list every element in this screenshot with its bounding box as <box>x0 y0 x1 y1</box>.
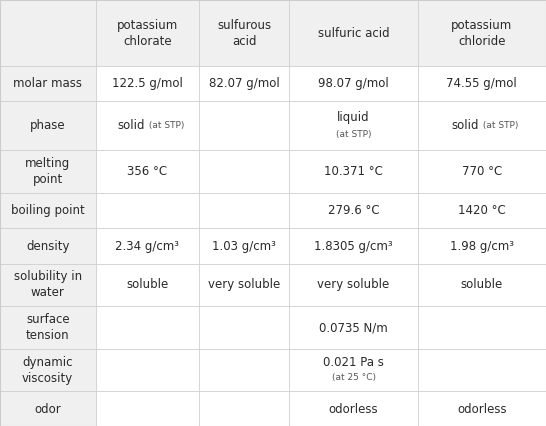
Text: phase: phase <box>30 119 66 132</box>
Text: molar mass: molar mass <box>13 77 82 90</box>
Bar <box>0 264 96 306</box>
Text: odorless: odorless <box>457 403 507 416</box>
Text: surface
tension: surface tension <box>26 313 69 342</box>
Text: 770 °C: 770 °C <box>462 165 502 178</box>
Text: liquid: liquid <box>337 111 370 124</box>
Bar <box>418 0 546 66</box>
Text: potassium
chlorate: potassium chlorate <box>117 18 178 48</box>
Bar <box>289 193 418 228</box>
Bar <box>0 306 96 349</box>
Bar <box>289 391 418 426</box>
Text: soluble: soluble <box>461 279 503 291</box>
Text: very soluble: very soluble <box>208 279 281 291</box>
Text: 0.021 Pa s: 0.021 Pa s <box>323 356 384 369</box>
Bar <box>289 0 418 66</box>
Bar <box>418 228 546 264</box>
Text: potassium
chloride: potassium chloride <box>451 18 513 48</box>
Text: solubility in
water: solubility in water <box>14 271 82 299</box>
Text: odor: odor <box>34 403 61 416</box>
Text: solid: solid <box>452 119 479 132</box>
Bar <box>96 101 199 150</box>
Bar <box>96 228 199 264</box>
Text: 10.371 °C: 10.371 °C <box>324 165 383 178</box>
Bar <box>199 391 289 426</box>
Bar <box>418 193 546 228</box>
Bar <box>418 349 546 391</box>
Bar <box>0 228 96 264</box>
Text: 122.5 g/mol: 122.5 g/mol <box>112 77 183 90</box>
Bar <box>418 101 546 150</box>
Bar <box>96 66 199 101</box>
Text: 0.0735 N/m: 0.0735 N/m <box>319 321 388 334</box>
Bar <box>199 150 289 193</box>
Bar <box>96 0 199 66</box>
Text: (at STP): (at STP) <box>146 121 184 130</box>
Bar <box>289 349 418 391</box>
Bar <box>199 349 289 391</box>
Bar <box>199 228 289 264</box>
Text: odorless: odorless <box>329 403 378 416</box>
Text: (at STP): (at STP) <box>480 121 519 130</box>
Bar <box>289 264 418 306</box>
Text: 1420 °C: 1420 °C <box>458 204 506 217</box>
Text: density: density <box>26 239 69 253</box>
Bar <box>96 306 199 349</box>
Bar <box>289 150 418 193</box>
Bar <box>0 150 96 193</box>
Text: 356 °C: 356 °C <box>127 165 168 178</box>
Text: 74.55 g/mol: 74.55 g/mol <box>447 77 517 90</box>
Bar <box>0 101 96 150</box>
Bar <box>199 101 289 150</box>
Text: 1.8305 g/cm³: 1.8305 g/cm³ <box>314 239 393 253</box>
Bar <box>0 193 96 228</box>
Text: 82.07 g/mol: 82.07 g/mol <box>209 77 280 90</box>
Text: melting
point: melting point <box>25 157 70 186</box>
Bar <box>96 193 199 228</box>
Bar <box>289 228 418 264</box>
Text: boiling point: boiling point <box>11 204 85 217</box>
Bar <box>0 349 96 391</box>
Text: 279.6 °C: 279.6 °C <box>328 204 379 217</box>
Text: solid: solid <box>117 119 145 132</box>
Text: 1.98 g/cm³: 1.98 g/cm³ <box>450 239 514 253</box>
Bar <box>418 150 546 193</box>
Bar <box>199 306 289 349</box>
Text: soluble: soluble <box>126 279 169 291</box>
Bar <box>96 150 199 193</box>
Text: sulfurous
acid: sulfurous acid <box>217 18 271 48</box>
Text: (at STP): (at STP) <box>336 130 371 139</box>
Bar <box>418 66 546 101</box>
Bar <box>0 66 96 101</box>
Bar <box>96 391 199 426</box>
Text: 2.34 g/cm³: 2.34 g/cm³ <box>115 239 180 253</box>
Bar <box>199 264 289 306</box>
Text: 98.07 g/mol: 98.07 g/mol <box>318 77 389 90</box>
Bar <box>289 66 418 101</box>
Text: very soluble: very soluble <box>317 279 390 291</box>
Bar <box>418 306 546 349</box>
Bar <box>199 193 289 228</box>
Bar <box>96 264 199 306</box>
Bar <box>0 391 96 426</box>
Bar <box>289 101 418 150</box>
Text: (at 25 °C): (at 25 °C) <box>331 373 376 383</box>
Bar <box>418 391 546 426</box>
Text: 1.03 g/cm³: 1.03 g/cm³ <box>212 239 276 253</box>
Text: dynamic
viscosity: dynamic viscosity <box>22 356 73 385</box>
Bar <box>96 349 199 391</box>
Bar <box>199 0 289 66</box>
Bar <box>199 66 289 101</box>
Bar <box>418 264 546 306</box>
Bar <box>289 306 418 349</box>
Text: sulfuric acid: sulfuric acid <box>318 26 389 40</box>
Bar <box>0 0 96 66</box>
